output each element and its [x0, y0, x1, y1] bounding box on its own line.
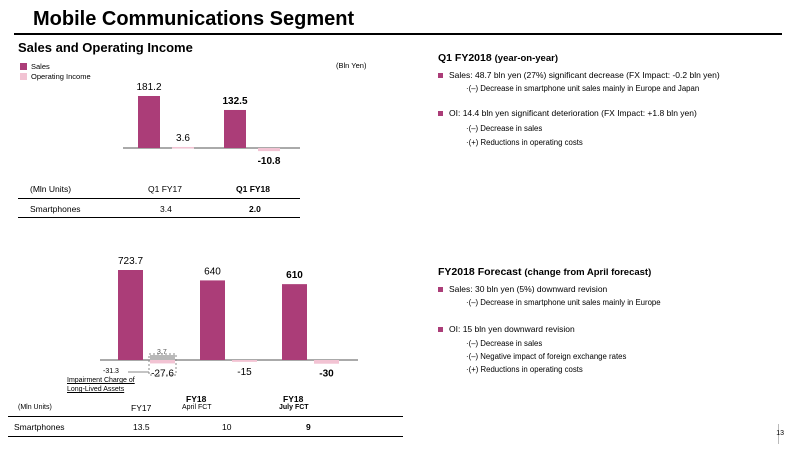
q1-oi-sub-1: ·(+) Reductions in operating costs: [466, 138, 583, 147]
top-table-rule-bottom: [18, 217, 300, 218]
legend-oi-swatch: [20, 73, 27, 80]
bottom-chart: 723.7 -27.6 640 -15 610 -30: [100, 256, 358, 380]
title-rule: [14, 33, 782, 35]
forecast-oi-sub-0: ·(–) Decrease in sales: [466, 339, 543, 348]
forecast-oi-sub-2: ·(+) Reductions in operating costs: [466, 365, 583, 374]
top-table-col-0: Q1 FY17: [148, 184, 183, 194]
sales-bar: [200, 280, 225, 360]
sales-value-label: 640: [204, 266, 221, 277]
slide-title: Mobile Communications Segment: [33, 8, 355, 30]
bottom-table-unit: (Mln Units): [18, 404, 52, 411]
q1-oi-bullet: OI: 14.4 bln yen significant deteriorati…: [438, 108, 697, 118]
legend-oi: Operating Income: [20, 72, 91, 81]
oi-value-label: -10.8: [258, 156, 281, 167]
bottom-table-col-0-label: FY17: [131, 403, 152, 413]
legend-oi-label: Operating Income: [31, 72, 91, 81]
legend-sales-label: Sales: [31, 62, 50, 71]
sales-value-label: 723.7: [118, 256, 143, 267]
forecast-heading-block: FY2018 Forecast (change from April forec…: [438, 266, 651, 278]
oi-value-label: 3.6: [176, 133, 190, 144]
bullet-square-icon: [438, 73, 443, 78]
forecast-sales-sub-0: ·(–) Decrease in smartphone unit sales m…: [466, 298, 661, 307]
sales-bar: [118, 270, 143, 360]
top-chart-unit: (Bln Yen): [336, 61, 367, 70]
bottom-table-col-2-label: FY18: [283, 394, 304, 404]
oi-bar: [232, 360, 257, 362]
impairment-extra: 3.7: [157, 349, 167, 356]
oi-bar: [314, 360, 339, 364]
q1-sales-bullet: Sales: 48.7 bln yen (27%) significant de…: [438, 70, 720, 80]
impairment-outline: [148, 353, 177, 376]
sales-bar: [138, 96, 160, 148]
bullet-square-icon: [438, 111, 443, 116]
top-table-rule-top: [18, 198, 300, 199]
legend-sales: Sales: [20, 62, 50, 71]
q1-oi-text: OI: 14.4 bln yen significant deteriorati…: [449, 108, 697, 118]
top-table-row-label: Smartphones: [30, 204, 81, 214]
page-number-rule: [778, 424, 779, 444]
bottom-table-col-1-label: FY18: [186, 394, 207, 404]
q1-heading-suffix: (year-on-year): [494, 53, 558, 64]
q1-sales-text: Sales: 48.7 bln yen (27%) significant de…: [449, 70, 720, 80]
oi-value-label: -27.6: [151, 368, 174, 379]
bottom-table-row-label: Smartphones: [14, 422, 65, 432]
forecast-sales-text: Sales: 30 bln yen (5%) downward revision: [449, 284, 608, 294]
sales-value-label: 181.2: [136, 82, 161, 93]
bottom-table-rule-bottom: [8, 436, 403, 437]
forecast-oi-sub-1: ·(–) Negative impact of foreign exchange…: [466, 352, 627, 361]
forecast-heading: FY2018 Forecast: [438, 266, 522, 278]
bullet-square-icon: [438, 287, 443, 292]
forecast-heading-suffix: (change from April forecast): [524, 267, 652, 278]
impairment-value: -31.3: [103, 368, 119, 375]
forecast-oi-text: OI: 15 bln yen downward revision: [449, 324, 575, 334]
bullet-square-icon: [438, 327, 443, 332]
sales-value-label: 132.5: [222, 96, 247, 107]
q1-heading-block: Q1 FY2018 (year-on-year): [438, 52, 558, 64]
top-table-cell-1: 2.0: [249, 204, 261, 214]
bottom-table-cell-2: 9: [306, 422, 311, 432]
legend-sales-swatch: [20, 63, 27, 70]
q1-heading: Q1 FY2018: [438, 52, 492, 64]
sales-bar: [282, 284, 307, 360]
oi-bar: [258, 148, 280, 152]
bottom-table-cell-1: 10: [222, 422, 232, 432]
oi-value-label: -15: [237, 367, 252, 378]
sales-value-label: 610: [286, 270, 303, 281]
oi-bar: [150, 360, 175, 364]
impairment-label: Impairment Charge of Long-Lived Assets: [67, 377, 135, 393]
forecast-sales-bullet: Sales: 30 bln yen (5%) downward revision: [438, 284, 607, 294]
forecast-oi-bullet: OI: 15 bln yen downward revision: [438, 324, 575, 334]
top-table-col-1: Q1 FY18: [236, 184, 271, 194]
chart-heading: Sales and Operating Income: [18, 40, 193, 55]
bottom-table-cell-0: 13.5: [133, 422, 150, 432]
bottom-table-col-1-sublabel: April FCT: [182, 404, 212, 411]
oi-value-label: -30: [319, 369, 334, 380]
top-table-unit: (Mln Units): [30, 184, 72, 194]
page-number: 13: [776, 430, 784, 437]
oi-bar: [172, 146, 194, 149]
bottom-table-rule-top: [8, 416, 403, 417]
q1-oi-sub-0: ·(–) Decrease in sales: [466, 124, 543, 133]
impairment-positive-bar: [150, 355, 175, 360]
sales-bar: [224, 109, 246, 148]
q1-sales-sub-0: ·(–) Decrease in smartphone unit sales m…: [466, 84, 700, 93]
top-table-cell-0: 3.4: [160, 204, 172, 214]
bottom-table-col-2-sublabel: July FCT: [279, 404, 309, 411]
top-chart: 181.2 3.6 132.5 -10.8: [123, 82, 300, 167]
